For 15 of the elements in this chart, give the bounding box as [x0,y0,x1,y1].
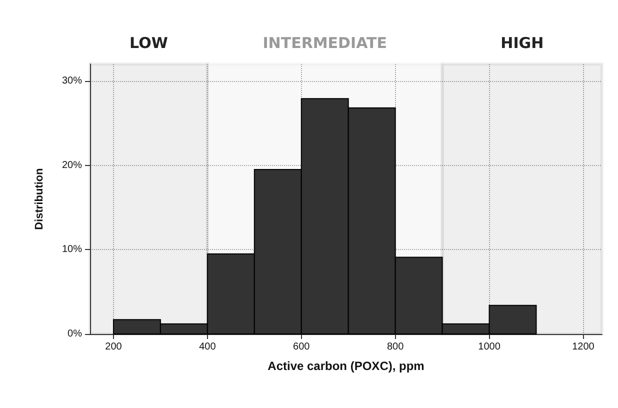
y-tick-label: 0% [68,328,82,340]
band-label: HIGH [500,34,544,52]
band-label: INTERMEDIATE [262,34,388,52]
y-tick-label: 20% [62,160,82,171]
y-tick-label: 30% [62,75,82,86]
x-tick-label: 800 [386,342,404,352]
y-axis-title: Distribution [34,168,46,230]
band-label: LOW [130,34,168,52]
x-tick-label: 200 [105,342,122,352]
x-tick-label: 1000 [478,342,501,352]
x-tick-label: 400 [199,342,216,352]
y-tick-label: 10% [62,244,82,256]
x-axis-title: Active carbon (POXC), ppm [268,359,424,373]
x-tick-label: 600 [293,342,310,352]
x-tick-label: 1200 [572,342,595,352]
